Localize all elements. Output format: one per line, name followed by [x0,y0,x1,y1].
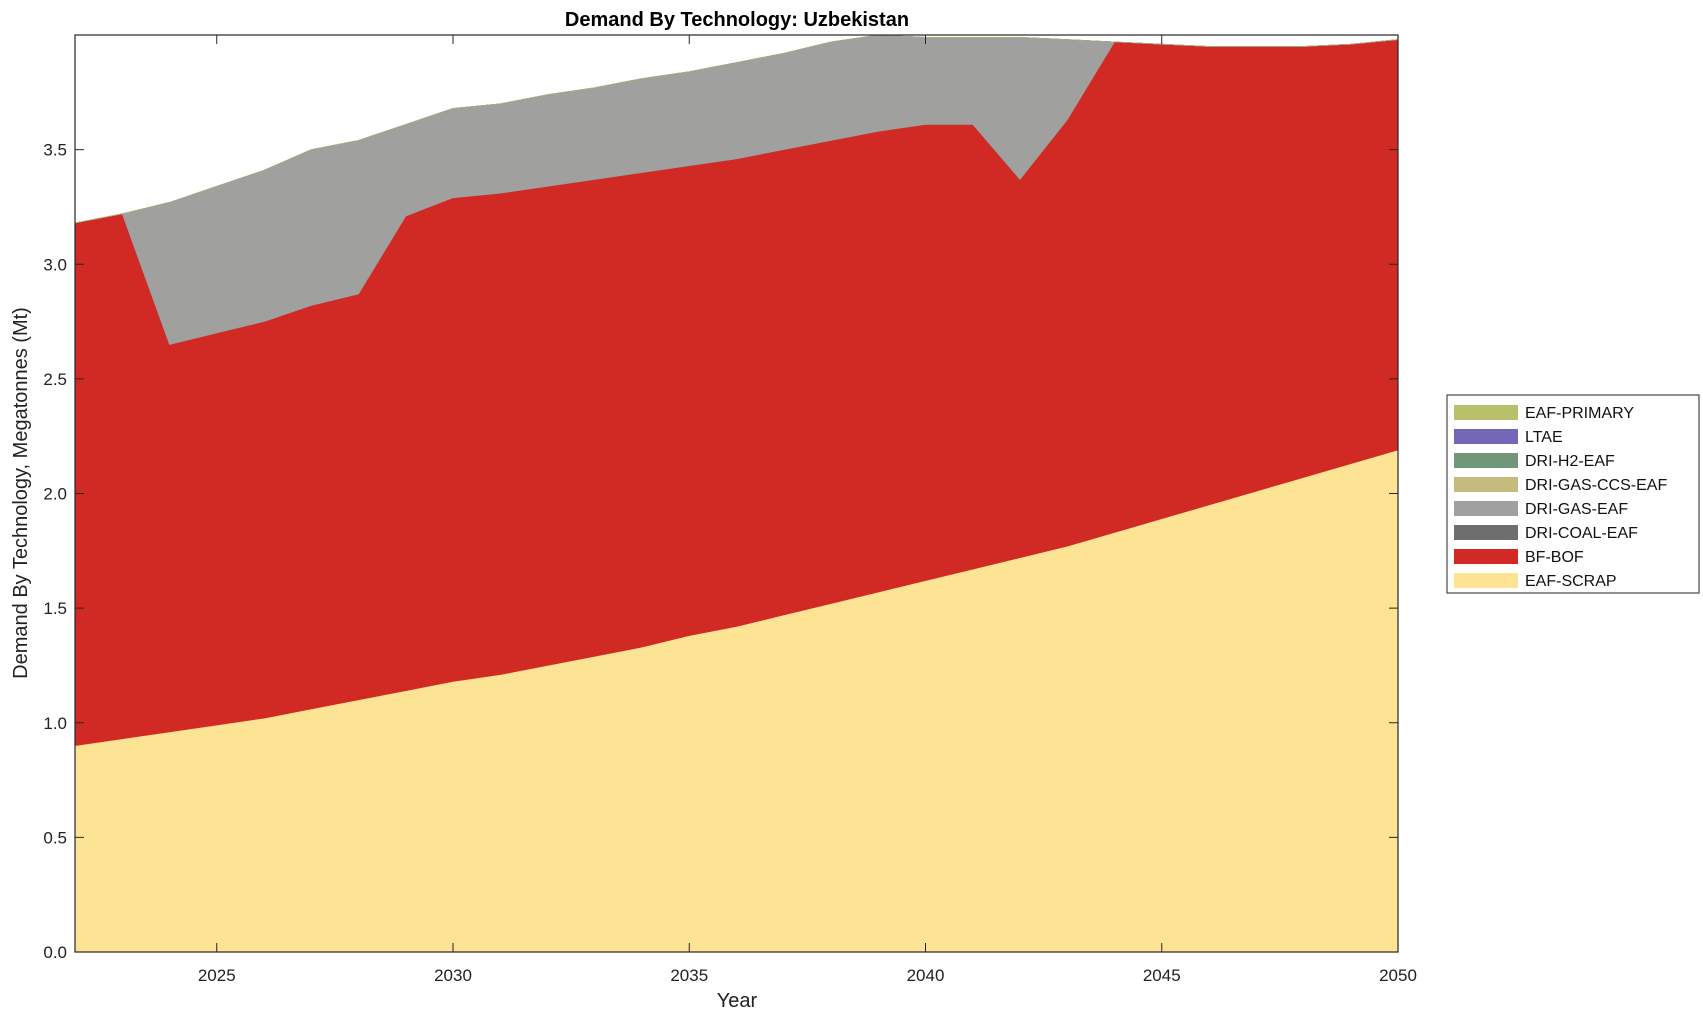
y-tick-label: 2.5 [43,370,67,389]
legend-item: DRI-GAS-CCS-EAF [1454,477,1667,494]
legend-item: EAF-PRIMARY [1454,405,1634,422]
x-axis-label: Year [717,990,758,1012]
stacked-areas [74,34,1399,953]
y-tick-label: 3.5 [43,141,67,160]
legend-item: DRI-H2-EAF [1454,453,1615,470]
y-tick-label: 1.0 [43,714,67,733]
legend-item: DRI-GAS-EAF [1454,501,1628,518]
y-tick-label: 0.5 [43,828,67,847]
legend-label: DRI-COAL-EAF [1525,525,1638,542]
y-axis: 0.0 0.5 1.0 1.5 2.0 2.5 3.0 3.5 [43,141,1398,962]
legend-label: EAF-SCRAP [1525,573,1617,590]
x-axis: 2025 2030 2035 2040 2045 2050 [198,35,1417,985]
legend-item: LTAE [1454,429,1563,446]
legend-item: EAF-SCRAP [1454,573,1617,590]
y-tick-label: 1.5 [43,599,67,618]
y-tick-label: 2.0 [43,485,67,504]
legend-box [1446,394,1700,594]
legend-label: BF-BOF [1525,549,1584,566]
legend-item: BF-BOF [1454,549,1584,566]
legend-swatch [1454,405,1518,420]
legend: EAF-PRIMARY LTAE DRI-H2-EAF DRI-GAS-CCS-EAF… [1446,394,1700,594]
legend-swatch [1454,549,1518,564]
legend-swatch [1454,525,1518,540]
legend-label: LTAE [1525,429,1563,446]
legend-swatch [1454,429,1518,444]
legend-item: DRI-COAL-EAF [1454,525,1638,542]
y-axis-label: Demand By Technology, Megatonnes (Mt) [10,307,32,679]
chart-title: Demand By Technology: Uzbekistan [565,9,909,31]
legend-label: DRI-H2-EAF [1525,453,1615,470]
legend-swatch [1454,453,1518,468]
x-tick-label: 2030 [434,966,472,985]
legend-swatch [1454,501,1518,516]
legend-label: DRI-GAS-EAF [1525,501,1628,518]
y-tick-label: 0.0 [43,943,67,962]
x-tick-label: 2045 [1143,966,1181,985]
legend-label: DRI-GAS-CCS-EAF [1525,477,1667,494]
legend-swatch [1454,477,1518,492]
x-tick-label: 2035 [670,966,708,985]
legend-label: EAF-PRIMARY [1525,405,1634,422]
x-tick-label: 2050 [1379,966,1417,985]
x-tick-label: 2040 [907,966,945,985]
y-tick-label: 3.0 [43,255,67,274]
x-tick-label: 2025 [198,966,236,985]
legend-swatch [1454,573,1518,588]
